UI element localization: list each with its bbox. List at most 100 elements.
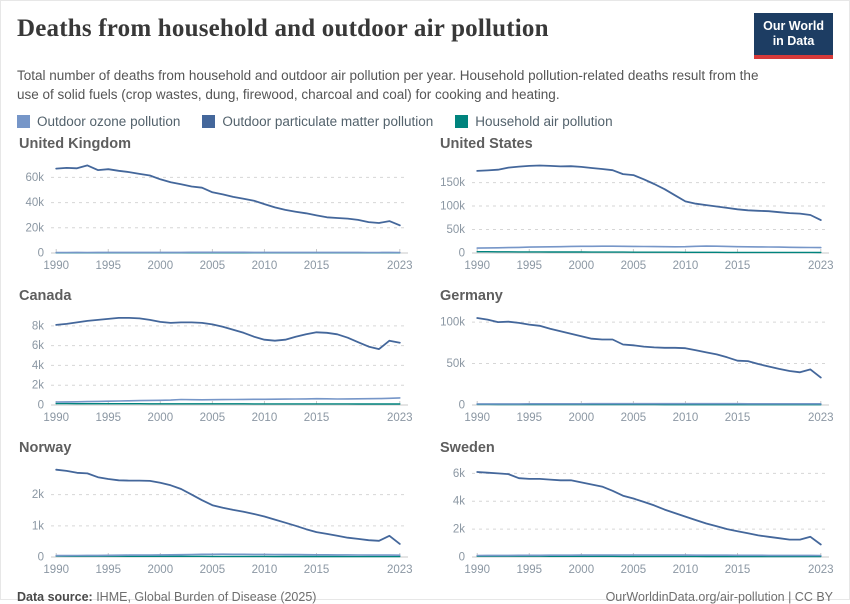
x-axis-tick-label: 2015 bbox=[725, 564, 751, 576]
x-axis-tick-label: 1995 bbox=[95, 260, 121, 272]
x-axis-tick-label: 2023 bbox=[387, 412, 412, 424]
chart-title: Germany bbox=[440, 288, 833, 304]
x-axis-tick-label: 2000 bbox=[569, 564, 595, 576]
series-line-outdoor-particulate-matter-pollution bbox=[477, 166, 821, 221]
x-axis-tick-label: 1990 bbox=[43, 260, 69, 272]
x-axis-tick-label: 2010 bbox=[673, 564, 699, 576]
series-line-outdoor-particulate-matter-pollution bbox=[477, 318, 821, 378]
x-axis-tick-label: 1990 bbox=[464, 564, 490, 576]
x-axis-tick-label: 2023 bbox=[387, 260, 412, 272]
x-axis-tick-label: 2005 bbox=[200, 412, 226, 424]
y-axis-tick-label: 8k bbox=[32, 321, 44, 333]
y-axis-tick-label: 100k bbox=[440, 317, 465, 329]
legend-swatch-icon bbox=[17, 115, 30, 128]
series-line-outdoor-ozone-pollution bbox=[477, 555, 821, 556]
x-axis-tick-label: 2010 bbox=[252, 412, 278, 424]
y-axis-tick-label: 4k bbox=[453, 496, 465, 508]
x-axis-tick-label: 2000 bbox=[569, 412, 595, 424]
legend-item-1[interactable]: Outdoor particulate matter pollution bbox=[202, 114, 433, 129]
x-axis-tick-label: 2015 bbox=[725, 260, 751, 272]
series-line-outdoor-ozone-pollution bbox=[477, 246, 821, 248]
x-axis-tick-label: 2010 bbox=[252, 260, 278, 272]
header: Deaths from household and outdoor air po… bbox=[1, 1, 849, 129]
x-axis-tick-label: 1990 bbox=[464, 412, 490, 424]
line-chart-germany[interactable]: 0 50k 100k 1990 1995 2000 2005 2010 2015 2023 bbox=[438, 305, 833, 431]
series-line-household-air-pollution bbox=[56, 556, 400, 557]
y-axis-tick-label: 4k bbox=[32, 360, 44, 372]
chart-panel-norway: Norway 0 1k 2k 1990 1995 2000 2005 2010 2015 2023 bbox=[17, 437, 412, 583]
y-axis-tick-label: 50k bbox=[446, 358, 465, 370]
x-axis-tick-label: 2005 bbox=[200, 564, 226, 576]
chart-title: Sweden bbox=[440, 440, 833, 456]
x-axis-tick-label: 2023 bbox=[387, 564, 412, 576]
x-axis-tick-label: 1995 bbox=[516, 412, 542, 424]
x-axis-tick-label: 1990 bbox=[43, 412, 69, 424]
y-axis-tick-label: 0 bbox=[459, 400, 465, 412]
y-axis-tick-label: 60k bbox=[25, 172, 44, 184]
owid-logo[interactable]: Our World in Data bbox=[754, 13, 833, 59]
x-axis-tick-label: 2010 bbox=[252, 564, 278, 576]
legend-label: Outdoor particulate matter pollution bbox=[222, 114, 433, 129]
x-axis-tick-label: 2015 bbox=[304, 412, 330, 424]
y-axis-tick-label: 40k bbox=[25, 197, 44, 209]
x-axis-tick-label: 2000 bbox=[569, 260, 595, 272]
chart-title: Norway bbox=[19, 440, 412, 456]
y-axis-tick-label: 2k bbox=[32, 489, 44, 501]
y-axis-tick-label: 0 bbox=[38, 552, 44, 564]
chart-title: United States bbox=[440, 136, 833, 152]
x-axis-tick-label: 1995 bbox=[95, 412, 121, 424]
x-axis-tick-label: 2015 bbox=[304, 564, 330, 576]
legend-label: Household air pollution bbox=[475, 114, 612, 129]
y-axis-tick-label: 1k bbox=[32, 521, 44, 533]
x-axis-tick-label: 2010 bbox=[673, 412, 699, 424]
series-line-outdoor-ozone-pollution bbox=[56, 555, 400, 556]
x-axis-tick-label: 2000 bbox=[148, 564, 174, 576]
legend-item-0[interactable]: Outdoor ozone pollution bbox=[17, 114, 180, 129]
x-axis-tick-label: 1995 bbox=[516, 564, 542, 576]
x-axis-tick-label: 2023 bbox=[808, 412, 833, 424]
x-axis-tick-label: 2000 bbox=[148, 412, 174, 424]
y-axis-tick-label: 0 bbox=[459, 248, 465, 260]
owid-logo-line1: Our World bbox=[763, 19, 824, 34]
x-axis-tick-label: 2005 bbox=[200, 260, 226, 272]
x-axis-tick-label: 2010 bbox=[673, 260, 699, 272]
owid-logo-line2: in Data bbox=[763, 34, 824, 49]
line-chart-norway[interactable]: 0 1k 2k 1990 1995 2000 2005 2010 2015 2023 bbox=[17, 457, 412, 583]
data-source-label: Data source: bbox=[17, 590, 93, 604]
series-line-outdoor-particulate-matter-pollution bbox=[56, 318, 400, 349]
chart-subtitle: Total number of deaths from household an… bbox=[17, 66, 759, 104]
x-axis-tick-label: 2015 bbox=[725, 412, 751, 424]
x-axis-tick-label: 1990 bbox=[43, 564, 69, 576]
y-axis-tick-label: 0 bbox=[38, 400, 44, 412]
y-axis-tick-label: 50k bbox=[446, 224, 465, 236]
x-axis-tick-label: 2023 bbox=[808, 564, 833, 576]
y-axis-tick-label: 150k bbox=[440, 177, 465, 189]
y-axis-tick-label: 2k bbox=[453, 524, 465, 536]
legend-label: Outdoor ozone pollution bbox=[37, 114, 180, 129]
series-line-outdoor-ozone-pollution bbox=[56, 398, 400, 402]
series-line-outdoor-particulate-matter-pollution bbox=[477, 472, 821, 545]
chart-panel-germany: Germany 0 50k 100k 1990 1995 2000 2005 2010 2015 2… bbox=[438, 285, 833, 431]
credit-line: OurWorldinData.org/air-pollution | CC BY bbox=[606, 590, 833, 604]
x-axis-tick-label: 1995 bbox=[95, 564, 121, 576]
data-source-value: IHME, Global Burden of Disease (2025) bbox=[93, 590, 317, 604]
page-title: Deaths from household and outdoor air po… bbox=[17, 15, 549, 43]
x-axis-tick-label: 2005 bbox=[621, 412, 647, 424]
chart-title: Canada bbox=[19, 288, 412, 304]
series-line-household-air-pollution bbox=[477, 252, 821, 253]
x-axis-tick-label: 2015 bbox=[304, 260, 330, 272]
legend-item-2[interactable]: Household air pollution bbox=[455, 114, 612, 129]
legend-swatch-icon bbox=[455, 115, 468, 128]
y-axis-tick-label: 6k bbox=[453, 468, 465, 480]
series-line-outdoor-particulate-matter-pollution bbox=[56, 166, 400, 226]
y-axis-tick-label: 20k bbox=[25, 223, 44, 235]
data-source: Data source: IHME, Global Burden of Dise… bbox=[17, 590, 316, 604]
